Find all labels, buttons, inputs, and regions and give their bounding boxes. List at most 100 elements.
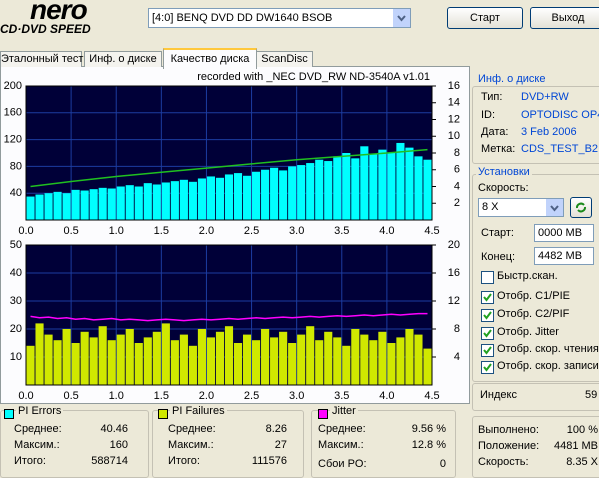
bar (351, 158, 360, 220)
bar (252, 171, 261, 220)
label: ID: (481, 109, 496, 121)
x-tick-label: 2.0 (199, 390, 214, 402)
checkbox-label: Отобр. Jitter (497, 326, 559, 338)
bar (315, 340, 324, 385)
logo-sub: CD·DVD SPEED (0, 22, 91, 36)
bar (170, 181, 179, 220)
y-tick-label: 40 (10, 187, 22, 199)
speed-select[interactable]: 8 X (478, 198, 564, 217)
x-tick-label: 0.5 (63, 390, 78, 402)
bar (360, 334, 369, 385)
tab[interactable]: Качество диска (163, 48, 257, 69)
bar (242, 175, 252, 220)
bar (360, 146, 369, 220)
index-group (472, 383, 599, 411)
tab[interactable]: Инф. о диске (84, 51, 162, 67)
bar (342, 153, 351, 220)
label: Итого: (168, 455, 200, 467)
checkbox[interactable] (481, 361, 494, 374)
tab[interactable]: Эталонный тест (0, 51, 84, 67)
x-tick-label: 4.5 (424, 225, 439, 237)
x-tick-label: 3.5 (334, 390, 349, 402)
x-tick-label: 4.5 (424, 390, 439, 402)
end-input[interactable]: 4482 MB (534, 247, 594, 265)
bar (369, 340, 378, 385)
checkbox[interactable] (481, 344, 494, 357)
bar (270, 337, 279, 385)
bar (315, 159, 324, 220)
bar (414, 334, 423, 385)
check-mark (483, 346, 492, 355)
settings-group (472, 174, 599, 382)
label: Конец: (481, 251, 516, 263)
exit-button[interactable]: Выход (530, 7, 599, 29)
refresh-button[interactable] (570, 197, 592, 218)
checkbox[interactable] (481, 327, 494, 340)
bar (116, 334, 125, 385)
value: 160 (109, 439, 128, 451)
y2-tick-label: 4 (454, 351, 460, 363)
y-tick-label: 200 (4, 80, 22, 92)
value: 27 (274, 439, 287, 451)
bar (242, 334, 252, 385)
logo: nero (30, 0, 88, 25)
tab[interactable]: ScanDisc (256, 51, 313, 67)
y-tick-label: 40 (10, 267, 22, 279)
x-tick-label: 1.0 (109, 390, 124, 402)
x-tick-label: 4.0 (379, 225, 394, 237)
x-tick-label: 2.5 (244, 225, 259, 237)
bar (188, 345, 197, 385)
bar (233, 343, 243, 385)
bar (333, 337, 342, 385)
bar (80, 331, 89, 385)
bar (224, 326, 234, 385)
bar (179, 334, 188, 385)
bar (143, 183, 152, 220)
checkbox[interactable] (481, 271, 494, 284)
bar (324, 331, 333, 385)
recorded-with: recorded with _NEC DVD_RW ND-3540A v1.01 (197, 71, 430, 83)
checkbox[interactable] (481, 309, 494, 322)
bar (53, 340, 62, 385)
bar (71, 189, 80, 220)
checkbox[interactable] (481, 291, 494, 304)
start-button[interactable]: Старт (447, 7, 523, 29)
check-mark (483, 293, 492, 302)
x-tick-label: 0.5 (63, 225, 78, 237)
start-input[interactable]: 0000 MB (534, 224, 594, 242)
legend-swatch (318, 409, 328, 419)
value: 8.35 X (566, 456, 598, 468)
value: 9.56 % (411, 423, 446, 435)
check-mark (483, 311, 492, 320)
y2-tick-label: 4 (454, 180, 460, 192)
bar (387, 343, 396, 385)
label: Максим.: (14, 439, 60, 451)
y2-tick-label: 20 (448, 239, 460, 251)
bar (89, 189, 98, 220)
drive-select[interactable]: [4:0] BENQ DVD DD DW1640 BSOB (148, 8, 411, 28)
bar (306, 163, 315, 220)
bar (206, 176, 216, 220)
x-tick-label: 0.0 (18, 225, 33, 237)
label: Положение: (478, 440, 540, 452)
dropdown-arrow (546, 199, 563, 216)
bar (423, 348, 432, 385)
bar (152, 331, 161, 385)
bar (98, 326, 107, 385)
bar (378, 149, 387, 220)
bar (333, 156, 342, 220)
label: Старт: (481, 227, 514, 239)
y2-tick-label: 8 (454, 323, 460, 335)
x-tick-label: 1.5 (154, 225, 169, 237)
bar (44, 193, 53, 220)
bar (288, 343, 297, 385)
y2-tick-label: 14 (448, 97, 460, 109)
y-tick-label: 50 (10, 239, 22, 251)
bar (252, 340, 261, 385)
bar (62, 193, 71, 220)
bar (125, 329, 134, 385)
bar (134, 186, 143, 220)
dropdown-arrow (393, 9, 410, 27)
line (30, 312, 428, 322)
